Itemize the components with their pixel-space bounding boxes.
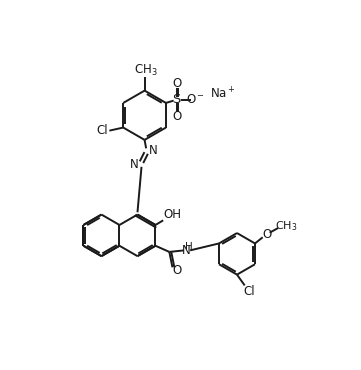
Text: N: N [149,144,158,157]
Text: Na$^+$: Na$^+$ [210,86,236,101]
Text: Cl: Cl [244,285,255,298]
Text: O: O [173,264,182,277]
Text: CH$_3$: CH$_3$ [275,220,297,233]
Text: S: S [173,93,181,106]
Text: O: O [173,110,182,122]
Text: O: O [262,228,271,241]
Text: H: H [186,242,193,252]
Text: N: N [130,158,138,171]
Text: CH$_3$: CH$_3$ [134,63,157,78]
Text: Cl: Cl [96,124,108,137]
Text: OH: OH [164,208,182,222]
Text: N: N [182,244,191,257]
Text: O$^-$: O$^-$ [186,93,205,106]
Text: O: O [173,77,182,90]
